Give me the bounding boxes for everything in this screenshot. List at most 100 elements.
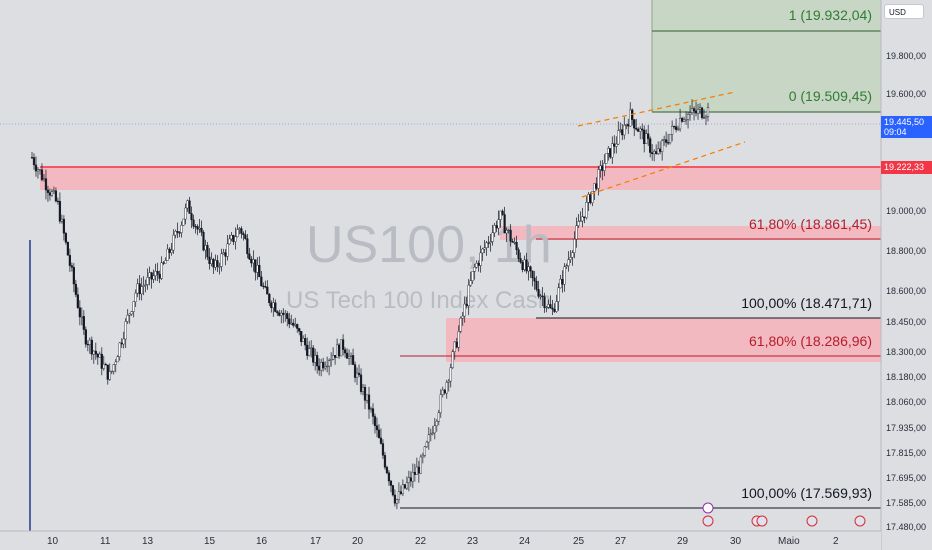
candle-body bbox=[557, 287, 560, 302]
candle-body bbox=[559, 278, 562, 289]
candle-body bbox=[507, 229, 510, 232]
x-tick: 13 bbox=[142, 536, 154, 547]
candle-body bbox=[226, 243, 229, 257]
price-axis[interactable] bbox=[881, 0, 932, 550]
time-axis[interactable] bbox=[0, 531, 881, 550]
candle-body bbox=[403, 484, 406, 489]
candle-body bbox=[433, 425, 436, 434]
candle-body bbox=[696, 109, 700, 114]
lightning-icon[interactable] bbox=[702, 502, 714, 514]
candle-body bbox=[411, 472, 414, 482]
candle-body bbox=[531, 270, 534, 279]
candle-body bbox=[651, 152, 654, 155]
candle-body bbox=[591, 191, 594, 204]
candle-body bbox=[511, 240, 514, 243]
candle-body bbox=[391, 485, 395, 496]
candle-body bbox=[615, 143, 618, 147]
candle-body bbox=[393, 494, 397, 504]
candle-body bbox=[605, 153, 608, 164]
level-label-0: 0 (19.509,45) bbox=[789, 88, 872, 104]
candle-body bbox=[489, 241, 492, 243]
candle-body bbox=[427, 434, 430, 443]
candle-body bbox=[94, 350, 97, 355]
candle-body bbox=[455, 341, 458, 348]
candle-body bbox=[246, 238, 249, 255]
y-tick: 18.300,00 bbox=[886, 347, 926, 357]
candle-body bbox=[625, 124, 628, 126]
candle-body bbox=[150, 272, 153, 280]
candle-body bbox=[228, 238, 231, 245]
y-tick: 19.800,00 bbox=[886, 51, 926, 61]
candle-body bbox=[617, 130, 620, 145]
candle-body bbox=[266, 286, 269, 295]
candle-body bbox=[673, 125, 676, 128]
candle-body bbox=[401, 484, 405, 494]
candle-body bbox=[298, 328, 301, 332]
y-ticks: 19.800,00 19.600,00 19.000,00 18.800,00 … bbox=[886, 51, 926, 532]
candle-body bbox=[537, 289, 540, 297]
candle-body bbox=[637, 128, 640, 132]
candle-body bbox=[184, 207, 187, 220]
candle-body bbox=[256, 265, 259, 273]
candle-body bbox=[345, 352, 349, 359]
candle-body bbox=[690, 108, 694, 113]
us-flag-icon[interactable] bbox=[756, 515, 768, 527]
candle-body bbox=[162, 262, 165, 264]
candle-body bbox=[647, 133, 650, 139]
candle-body bbox=[258, 265, 261, 278]
us-flag-icon[interactable] bbox=[702, 515, 714, 527]
us-flag-icon[interactable] bbox=[806, 515, 818, 527]
candle-body bbox=[509, 229, 512, 242]
candle-body bbox=[318, 365, 321, 371]
candle-body bbox=[621, 129, 624, 136]
candle-body bbox=[98, 353, 101, 358]
candle-body bbox=[515, 242, 518, 250]
currency-selector[interactable]: USD bbox=[884, 4, 924, 19]
x-ticks: 10 11 13 15 16 17 20 22 23 24 25 27 29 3… bbox=[47, 536, 839, 547]
candle-body bbox=[232, 235, 235, 242]
candle-body bbox=[48, 192, 52, 196]
us-flag-icon[interactable] bbox=[854, 515, 866, 527]
candle-body bbox=[375, 425, 379, 431]
candle-body bbox=[214, 260, 217, 268]
candle-body bbox=[523, 259, 526, 270]
x-tick: 29 bbox=[677, 536, 689, 547]
candle-body bbox=[529, 266, 532, 272]
candle-body bbox=[128, 313, 131, 316]
candle-body bbox=[551, 307, 554, 310]
candle-body bbox=[655, 151, 658, 154]
candle-body bbox=[78, 307, 81, 318]
watermark-name: US Tech 100 Index Cash bbox=[286, 287, 551, 314]
candle-body bbox=[483, 247, 486, 250]
candle-body bbox=[328, 360, 331, 367]
candle-body bbox=[463, 303, 466, 317]
x-tick: 16 bbox=[256, 536, 268, 547]
candles-group bbox=[29, 99, 710, 531]
candle-body bbox=[112, 364, 115, 372]
candle-body bbox=[581, 216, 584, 222]
candle-body bbox=[222, 252, 225, 255]
candle-body bbox=[587, 194, 590, 203]
candle-body bbox=[678, 118, 682, 130]
level-label-100a: 100,00% (18.471,71) bbox=[741, 295, 872, 311]
candle-body bbox=[306, 344, 309, 356]
candle-body bbox=[234, 236, 237, 242]
candle-body bbox=[168, 248, 171, 253]
candle-body bbox=[294, 324, 297, 326]
candle-body bbox=[571, 252, 574, 258]
candle-body bbox=[292, 322, 295, 326]
candle-body bbox=[704, 116, 708, 118]
candle-body bbox=[481, 248, 484, 254]
candle-body bbox=[373, 416, 377, 426]
candle-body bbox=[96, 353, 99, 358]
candle-body bbox=[200, 227, 203, 233]
candle-body bbox=[236, 229, 239, 238]
candle-body bbox=[379, 437, 383, 444]
candle-body bbox=[186, 200, 189, 209]
candle-body bbox=[425, 441, 428, 448]
x-tick: 20 bbox=[352, 536, 364, 547]
candle-body bbox=[160, 262, 163, 279]
candle-body bbox=[108, 371, 111, 380]
candle-body bbox=[172, 234, 175, 251]
